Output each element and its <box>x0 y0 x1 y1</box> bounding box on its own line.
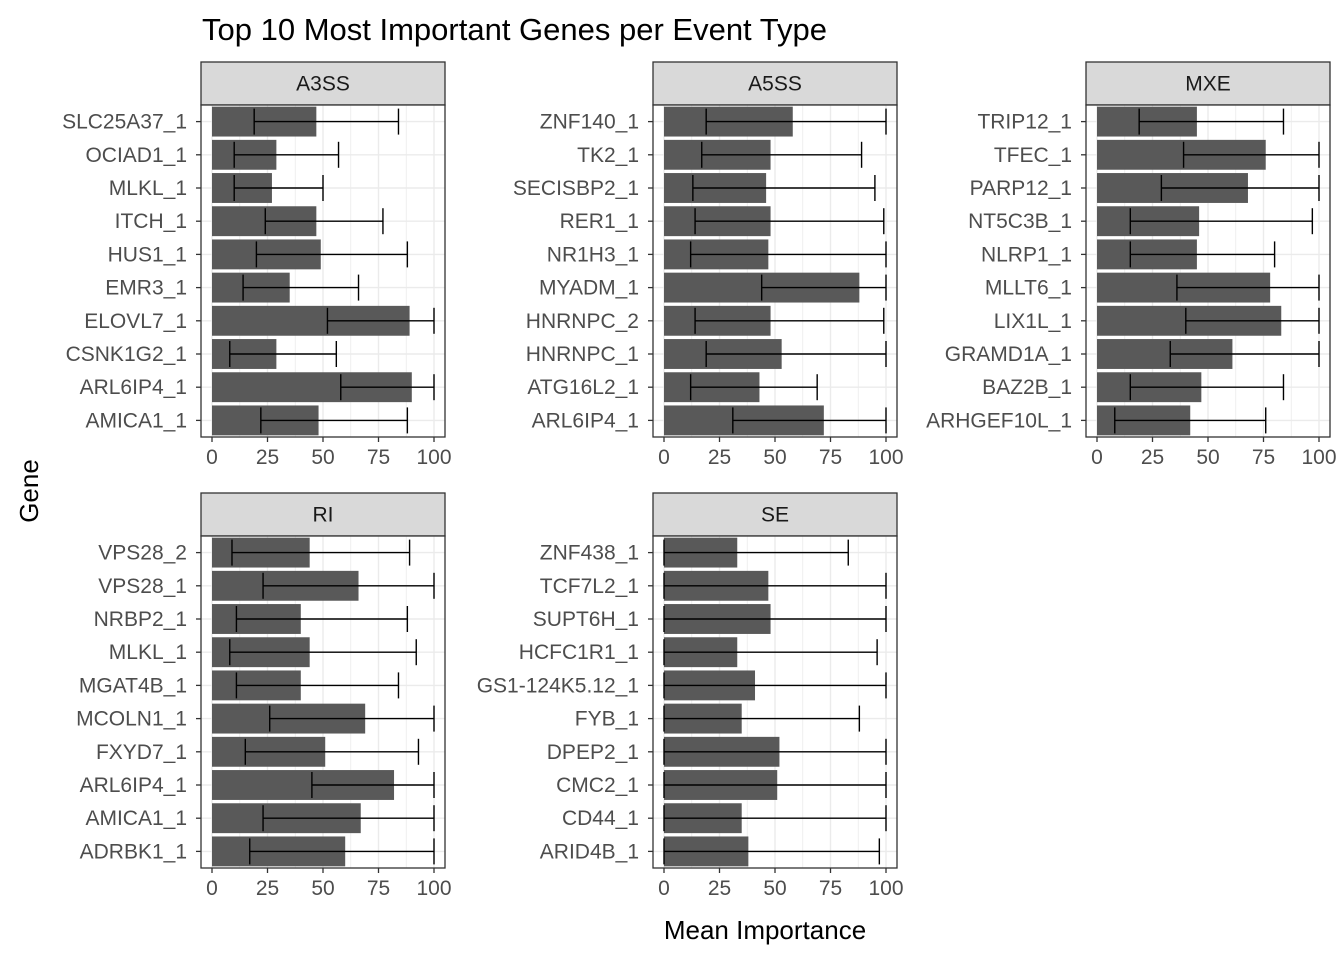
panel-se: SE ZNF438_1 TCF7L2_1 SUPT6H_1 HCFC1R1_1 GS1-1… <box>477 492 904 900</box>
x-tick-label: 100 <box>868 877 903 900</box>
x-tick-label: 75 <box>367 446 390 469</box>
panel-a5ss: A5SS ZNF140_1 TK2_1 SECISBP2_1 RER1_1 NR1H3_1… <box>513 61 904 469</box>
panel-strip <box>1085 61 1331 106</box>
y-tick-label: ARL6IP4_1 <box>532 409 639 432</box>
y-tick-label: NRBP2_1 <box>94 608 187 631</box>
y-tick-label: GS1-124K5.12_1 <box>477 674 639 697</box>
panel-a3ss: A3SS SLC25A37_1 OCIAD1_1 MLKL_1 ITCH_1 HUS1_1… <box>62 61 452 469</box>
y-tick-label: HNRNPC_1 <box>526 343 639 366</box>
x-tick-label: 100 <box>868 446 903 469</box>
y-tick-label: SECISBP2_1 <box>513 177 639 200</box>
x-tick-label: 50 <box>311 877 334 900</box>
y-tick-label: TFEC_1 <box>994 144 1072 167</box>
x-tick-label: 75 <box>367 877 390 900</box>
panel-strip-label: A3SS <box>296 73 350 96</box>
y-tick-label: VPS28_1 <box>98 575 187 598</box>
x-tick-label: 25 <box>708 446 731 469</box>
y-tick-label: MLKL_1 <box>109 177 187 200</box>
y-tick-label: HNRNPC_2 <box>526 310 639 333</box>
x-tick-label: 0 <box>206 446 218 469</box>
y-tick-label: HCFC1R1_1 <box>519 641 639 664</box>
panel-ri: RI VPS28_2 VPS28_1 NRBP2_1 MLKL_1 MGAT4B_1 MCO… <box>76 492 452 900</box>
y-tick-label: ITCH_1 <box>115 210 187 233</box>
y-tick-label: DPEP2_1 <box>547 741 639 764</box>
y-axis-title: Gene <box>14 459 44 523</box>
y-tick-label: HUS1_1 <box>108 243 187 266</box>
x-tick-label: 50 <box>763 446 786 469</box>
y-tick-label: MGAT4B_1 <box>79 674 187 697</box>
y-tick-label: NT5C3B_1 <box>968 210 1072 233</box>
panel-strip <box>200 61 446 106</box>
y-tick-label: LIX1L_1 <box>994 310 1072 333</box>
y-tick-label: MLLT6_1 <box>985 277 1072 300</box>
x-tick-label: 0 <box>658 877 670 900</box>
x-tick-label: 100 <box>416 877 451 900</box>
y-tick-label: TK2_1 <box>577 144 639 167</box>
panel-strip <box>652 61 898 106</box>
y-tick-label: ELOVL7_1 <box>84 310 187 333</box>
x-tick-label: 50 <box>311 446 334 469</box>
x-tick-label: 50 <box>763 877 786 900</box>
y-tick-label: FYB_1 <box>575 708 639 731</box>
y-tick-label: MLKL_1 <box>109 641 187 664</box>
y-tick-label: GRAMD1A_1 <box>945 343 1072 366</box>
x-tick-label: 25 <box>1141 446 1164 469</box>
y-tick-label: ARHGEF10L_1 <box>926 409 1072 432</box>
x-axis-title: Mean Importance <box>664 915 866 945</box>
x-tick-label: 25 <box>256 877 279 900</box>
y-tick-label: ARL6IP4_1 <box>80 376 187 399</box>
x-tick-label: 50 <box>1196 446 1219 469</box>
x-tick-label: 75 <box>819 877 842 900</box>
x-tick-label: 0 <box>206 877 218 900</box>
panel-strip-label: A5SS <box>748 73 802 96</box>
y-tick-label: OCIAD1_1 <box>85 144 187 167</box>
y-tick-label: CD44_1 <box>562 807 639 830</box>
y-tick-label: MCOLN1_1 <box>76 708 187 731</box>
y-tick-label: PARP12_1 <box>970 177 1072 200</box>
x-tick-label: 25 <box>256 446 279 469</box>
panel-mxe: MXE TRIP12_1 TFEC_1 PARP12_1 NT5C3B_1 NLRP1_1… <box>926 61 1337 469</box>
x-tick-label: 25 <box>708 877 731 900</box>
y-tick-label: ARID4B_1 <box>540 840 639 863</box>
x-tick-label: 0 <box>658 446 670 469</box>
y-tick-label: ADRBK1_1 <box>80 840 187 863</box>
y-tick-label: VPS28_2 <box>98 542 187 565</box>
y-tick-label: TRIP12_1 <box>977 111 1072 134</box>
x-tick-label: 75 <box>1252 446 1275 469</box>
y-tick-label: MYADM_1 <box>539 277 639 300</box>
y-tick-label: ATG16L2_1 <box>527 376 639 399</box>
y-tick-label: BAZ2B_1 <box>982 376 1072 399</box>
x-tick-label: 100 <box>416 446 451 469</box>
y-tick-label: ZNF438_1 <box>540 542 639 565</box>
y-tick-label: FXYD7_1 <box>96 741 187 764</box>
y-tick-label: EMR3_1 <box>105 277 187 300</box>
y-tick-label: CSNK1G2_1 <box>66 343 187 366</box>
y-tick-label: TCF7L2_1 <box>540 575 639 598</box>
y-tick-label: SUPT6H_1 <box>533 608 639 631</box>
y-tick-label: RER1_1 <box>560 210 639 233</box>
panels-layer: A3SS SLC25A37_1 OCIAD1_1 MLKL_1 ITCH_1 HUS1_1… <box>62 61 1337 900</box>
panel-strip <box>652 492 898 537</box>
panel-strip-label: SE <box>761 504 789 527</box>
y-tick-label: SLC25A37_1 <box>62 111 187 134</box>
y-tick-label: NLRP1_1 <box>981 243 1072 266</box>
chart-title: Top 10 Most Important Genes per Event Ty… <box>202 12 827 47</box>
y-tick-label: ZNF140_1 <box>540 111 639 134</box>
x-tick-label: 75 <box>819 446 842 469</box>
panel-strip-label: RI <box>313 504 334 527</box>
y-tick-label: NR1H3_1 <box>547 243 639 266</box>
x-tick-label: 100 <box>1301 446 1336 469</box>
x-tick-label: 0 <box>1091 446 1103 469</box>
y-tick-label: AMICA1_1 <box>85 409 187 432</box>
y-tick-label: CMC2_1 <box>556 774 639 797</box>
y-tick-label: ARL6IP4_1 <box>80 774 187 797</box>
y-tick-label: AMICA1_1 <box>85 807 187 830</box>
panel-strip-label: MXE <box>1185 73 1231 96</box>
